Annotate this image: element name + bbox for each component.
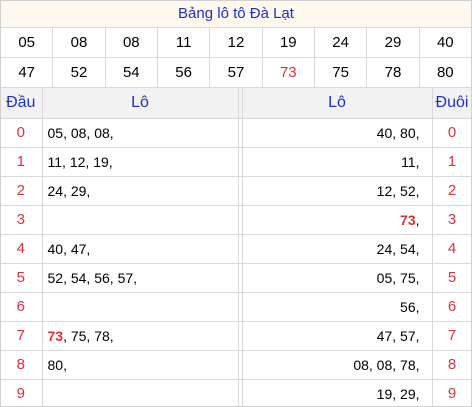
number-cell: 47	[0, 57, 54, 88]
lo-duoi-cell: 12, 52,	[242, 176, 433, 206]
lo-dau-cell: 11, 12, 19,	[42, 147, 239, 177]
column-divider	[238, 263, 243, 293]
number-cell: 29	[366, 27, 420, 58]
duoi-cell: 2	[432, 176, 472, 206]
lo-dau-cell: 24, 29,	[42, 176, 239, 206]
number-cell: 75	[313, 57, 368, 88]
dau-cell: 3	[0, 205, 43, 235]
loto-header-row: Đầu Lô Lô Đuôi	[0, 88, 472, 119]
column-divider	[238, 176, 243, 206]
lo-dau-cell	[42, 292, 239, 322]
number-cell: 54	[104, 57, 158, 88]
duoi-cell: 0	[432, 118, 472, 148]
table-row: 8 80, 08, 08, 78, 8	[0, 350, 472, 380]
lo-duoi-cell: 24, 54,	[242, 234, 433, 264]
table-row: 4 40, 47, 24, 54, 4	[0, 234, 472, 264]
dau-cell: 4	[0, 234, 43, 264]
lo-dau-cell: 80,	[42, 350, 239, 380]
lo-dau-cell: 40, 47,	[42, 234, 239, 264]
dau-cell: 0	[0, 118, 43, 148]
lo-duoi-cell: 19, 29,	[242, 379, 433, 407]
dau-cell: 9	[0, 379, 43, 407]
lo-duoi-cell: 11,	[242, 147, 433, 177]
number-cell: 78	[366, 57, 420, 88]
lo-duoi-cell: 05, 75,	[242, 263, 433, 293]
header-duoi: Đuôi	[432, 88, 472, 119]
table-row: 6 56, 6	[0, 292, 472, 322]
table-row: 0 05, 08, 08, 40, 80, 0	[0, 118, 472, 148]
number-cell: 08	[104, 27, 158, 58]
number-cell: 80	[418, 57, 472, 88]
lo-duoi-cell: 56,	[242, 292, 433, 322]
header-lo-right: Lô	[242, 88, 433, 119]
column-divider	[238, 321, 243, 351]
lo-dau-cell	[42, 205, 239, 235]
lo-dau-cell: 52, 54, 56, 57,	[42, 263, 239, 293]
number-cell: 56	[156, 57, 211, 88]
lo-duoi-cell: 47, 57,	[242, 321, 433, 351]
lo-duoi-cell: 40, 80,	[242, 118, 433, 148]
column-divider	[238, 292, 243, 322]
table-row: 2 24, 29, 12, 52, 2	[0, 176, 472, 206]
table-row: 9 19, 29, 9	[0, 379, 472, 407]
number-cell: 05	[0, 27, 54, 58]
table-row: 7 73, 75, 78, 47, 57, 7	[0, 321, 472, 351]
lo-dau-cell: 05, 08, 08,	[42, 118, 239, 148]
dau-cell: 5	[0, 263, 43, 293]
header-dau: Đầu	[0, 88, 43, 119]
column-divider	[238, 205, 243, 235]
number-cell: 19	[261, 27, 315, 58]
loto-grid: Đầu Lô Lô Đuôi 0 05, 08, 08, 40, 80, 0 1 11, …	[0, 88, 472, 407]
duoi-cell: 8	[432, 350, 472, 380]
numbers-row-2: 47 52 54 56 57 73 75 78 80	[0, 57, 472, 88]
dau-cell: 7	[0, 321, 43, 351]
dau-cell: 2	[0, 176, 43, 206]
column-divider	[238, 88, 243, 119]
lo-duoi-cell: 73,	[242, 205, 433, 235]
duoi-cell: 3	[432, 205, 472, 235]
duoi-cell: 4	[432, 234, 472, 264]
lo-dau-cell: 73, 75, 78,	[42, 321, 239, 351]
table-row: 1 11, 12, 19, 11, 1	[0, 147, 472, 177]
lo-duoi-cell: 08, 08, 78,	[242, 350, 433, 380]
number-cell: 08	[52, 27, 106, 58]
numbers-row-1: 05 08 08 11 12 19 24 29 40	[0, 27, 472, 58]
number-cell: 12	[209, 27, 263, 58]
number-cell: 52	[52, 57, 106, 88]
number-cell: 40	[418, 27, 472, 58]
number-cell: 24	[313, 27, 368, 58]
highlighted-number: 73	[47, 327, 64, 344]
table-row: 3 73, 3	[0, 205, 472, 235]
column-divider	[238, 379, 243, 407]
number-cell: 11	[156, 27, 211, 58]
dau-cell: 1	[0, 147, 43, 177]
loto-body: 0 05, 08, 08, 40, 80, 0 1 11, 12, 19, 11, 1 2 24,…	[0, 118, 472, 407]
lo-dau-cell	[42, 379, 239, 407]
column-divider	[238, 147, 243, 177]
column-divider	[238, 234, 243, 264]
number-cell: 73	[261, 57, 315, 88]
column-divider	[238, 118, 243, 148]
highlighted-number: 73	[400, 211, 416, 228]
duoi-cell: 9	[432, 379, 472, 407]
number-cell: 57	[209, 57, 263, 88]
header-lo-left: Lô	[42, 88, 239, 119]
duoi-cell: 6	[432, 292, 472, 322]
duoi-cell: 5	[432, 263, 472, 293]
dau-cell: 6	[0, 292, 43, 322]
duoi-cell: 7	[432, 321, 472, 351]
column-divider	[238, 350, 243, 380]
table-title: Bảng lô tô Đà Lạt	[0, 0, 472, 27]
duoi-cell: 1	[432, 147, 472, 177]
numbers-grid: 05 08 08 11 12 19 24 29 40 47 52 54 56 57 73 75 78 80	[0, 27, 472, 88]
table-row: 5 52, 54, 56, 57, 05, 75, 5	[0, 263, 472, 293]
dau-cell: 8	[0, 350, 43, 380]
